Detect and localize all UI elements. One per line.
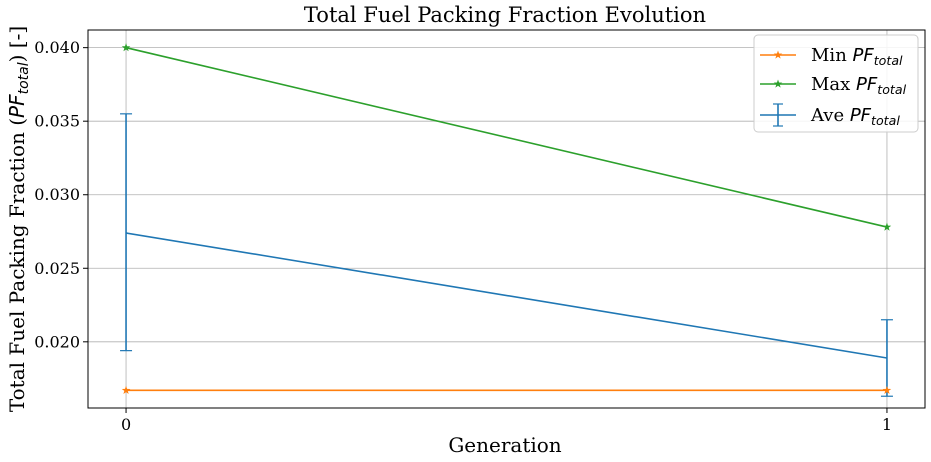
series-ave bbox=[120, 113, 893, 397]
legend-item-min: Min PFtotal bbox=[760, 45, 903, 68]
plot-frame bbox=[87, 29, 926, 409]
legend-label: Max PFtotal bbox=[811, 74, 907, 97]
y-axis-label: Total Fuel Packing Fraction (PFtotal) [-… bbox=[5, 26, 32, 412]
y-tick-label: 0.020 bbox=[34, 332, 80, 351]
x-axis-label: Generation bbox=[448, 433, 561, 457]
legend-label: Min PFtotal bbox=[811, 45, 903, 68]
y-tick-label: 0.040 bbox=[34, 38, 80, 57]
legend-marker bbox=[773, 50, 783, 59]
legend-box bbox=[753, 34, 919, 133]
series-min-point bbox=[882, 385, 892, 394]
legend-label: Ave PFtotal bbox=[810, 105, 900, 128]
series-max-point bbox=[121, 43, 131, 52]
series-ave-line bbox=[125, 232, 888, 359]
y-axis: 0.020 0.025 0.030 0.035 0.040 bbox=[34, 38, 88, 351]
legend-marker bbox=[773, 79, 783, 88]
x-tick-label: 1 bbox=[882, 415, 892, 434]
legend-item-max: Max PFtotal bbox=[760, 74, 907, 97]
series-min-point bbox=[121, 385, 131, 394]
chart-title: Total Fuel Packing Fraction Evolution bbox=[304, 3, 706, 27]
y-tick-label: 0.035 bbox=[34, 112, 80, 131]
series-min bbox=[121, 385, 892, 394]
series-max-point bbox=[882, 222, 892, 231]
series-layer bbox=[120, 43, 893, 397]
y-tick-label: 0.030 bbox=[34, 185, 80, 204]
legend: Min PFtotal Max PFtotal Ave PFtotal bbox=[753, 34, 919, 133]
series-max-line bbox=[125, 46, 888, 228]
series-max bbox=[121, 43, 892, 231]
y-tick-label: 0.025 bbox=[34, 259, 80, 278]
x-tick-label: 0 bbox=[121, 415, 131, 434]
legend-item-ave: Ave PFtotal bbox=[760, 103, 900, 128]
